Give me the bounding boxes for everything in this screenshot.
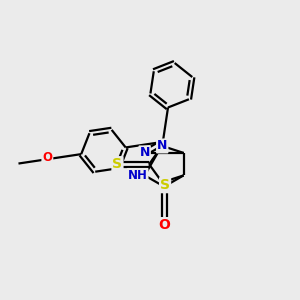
- Text: NH: NH: [128, 169, 148, 182]
- Text: O: O: [42, 151, 52, 164]
- Text: N: N: [140, 146, 150, 159]
- Text: S: S: [160, 178, 170, 192]
- Text: N: N: [157, 140, 167, 152]
- Text: S: S: [112, 157, 122, 171]
- Text: O: O: [158, 218, 170, 232]
